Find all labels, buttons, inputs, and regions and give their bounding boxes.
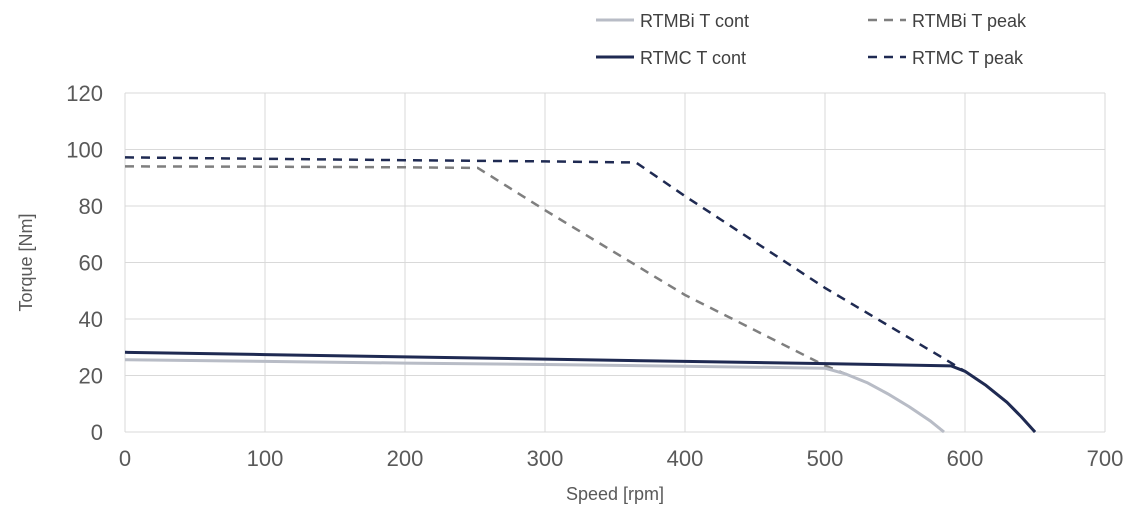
- series-line-rtmbi-t-cont: [124, 358, 945, 434]
- y-tick-label: 0: [91, 420, 103, 445]
- x-tick-label: 100: [247, 446, 284, 471]
- legend-label: RTMC T cont: [640, 48, 746, 68]
- x-axis-title: Speed [rpm]: [566, 484, 664, 504]
- x-tick-label: 300: [527, 446, 564, 471]
- y-tick-label: 60: [79, 251, 103, 276]
- series-line-rtmc-t-cont: [124, 350, 1037, 434]
- legend-label: RTMC T peak: [912, 48, 1024, 68]
- legend-label: RTMBi T peak: [912, 11, 1027, 31]
- x-tick-label: 600: [947, 446, 984, 471]
- series-line-rtmbi-t-peak: [124, 165, 945, 433]
- x-tick-label: 200: [387, 446, 424, 471]
- x-tick-label: 700: [1087, 446, 1124, 471]
- y-tick-label: 40: [79, 307, 103, 332]
- legend: RTMBi T cont RTMBi T peak RTMC T cont RTMC …: [596, 11, 1027, 68]
- grid: [124, 92, 1106, 433]
- legend-label: RTMBi T cont: [640, 11, 749, 31]
- plot-series: [124, 156, 1037, 434]
- y-tick-label: 80: [79, 194, 103, 219]
- series-line-rtmc-t-peak: [124, 156, 1036, 433]
- y-axis-title: Torque [Nm]: [16, 213, 36, 311]
- y-tick-label: 20: [79, 364, 103, 389]
- x-tick-label: 500: [807, 446, 844, 471]
- y-tick-label: 100: [66, 138, 103, 163]
- x-tick-label: 0: [119, 446, 131, 471]
- x-tick-label: 400: [667, 446, 704, 471]
- tick-labels: 0 20 40 60 80 100 120 0 100 200 300 400 500 600 700: [66, 81, 1123, 471]
- y-tick-label: 120: [66, 81, 103, 106]
